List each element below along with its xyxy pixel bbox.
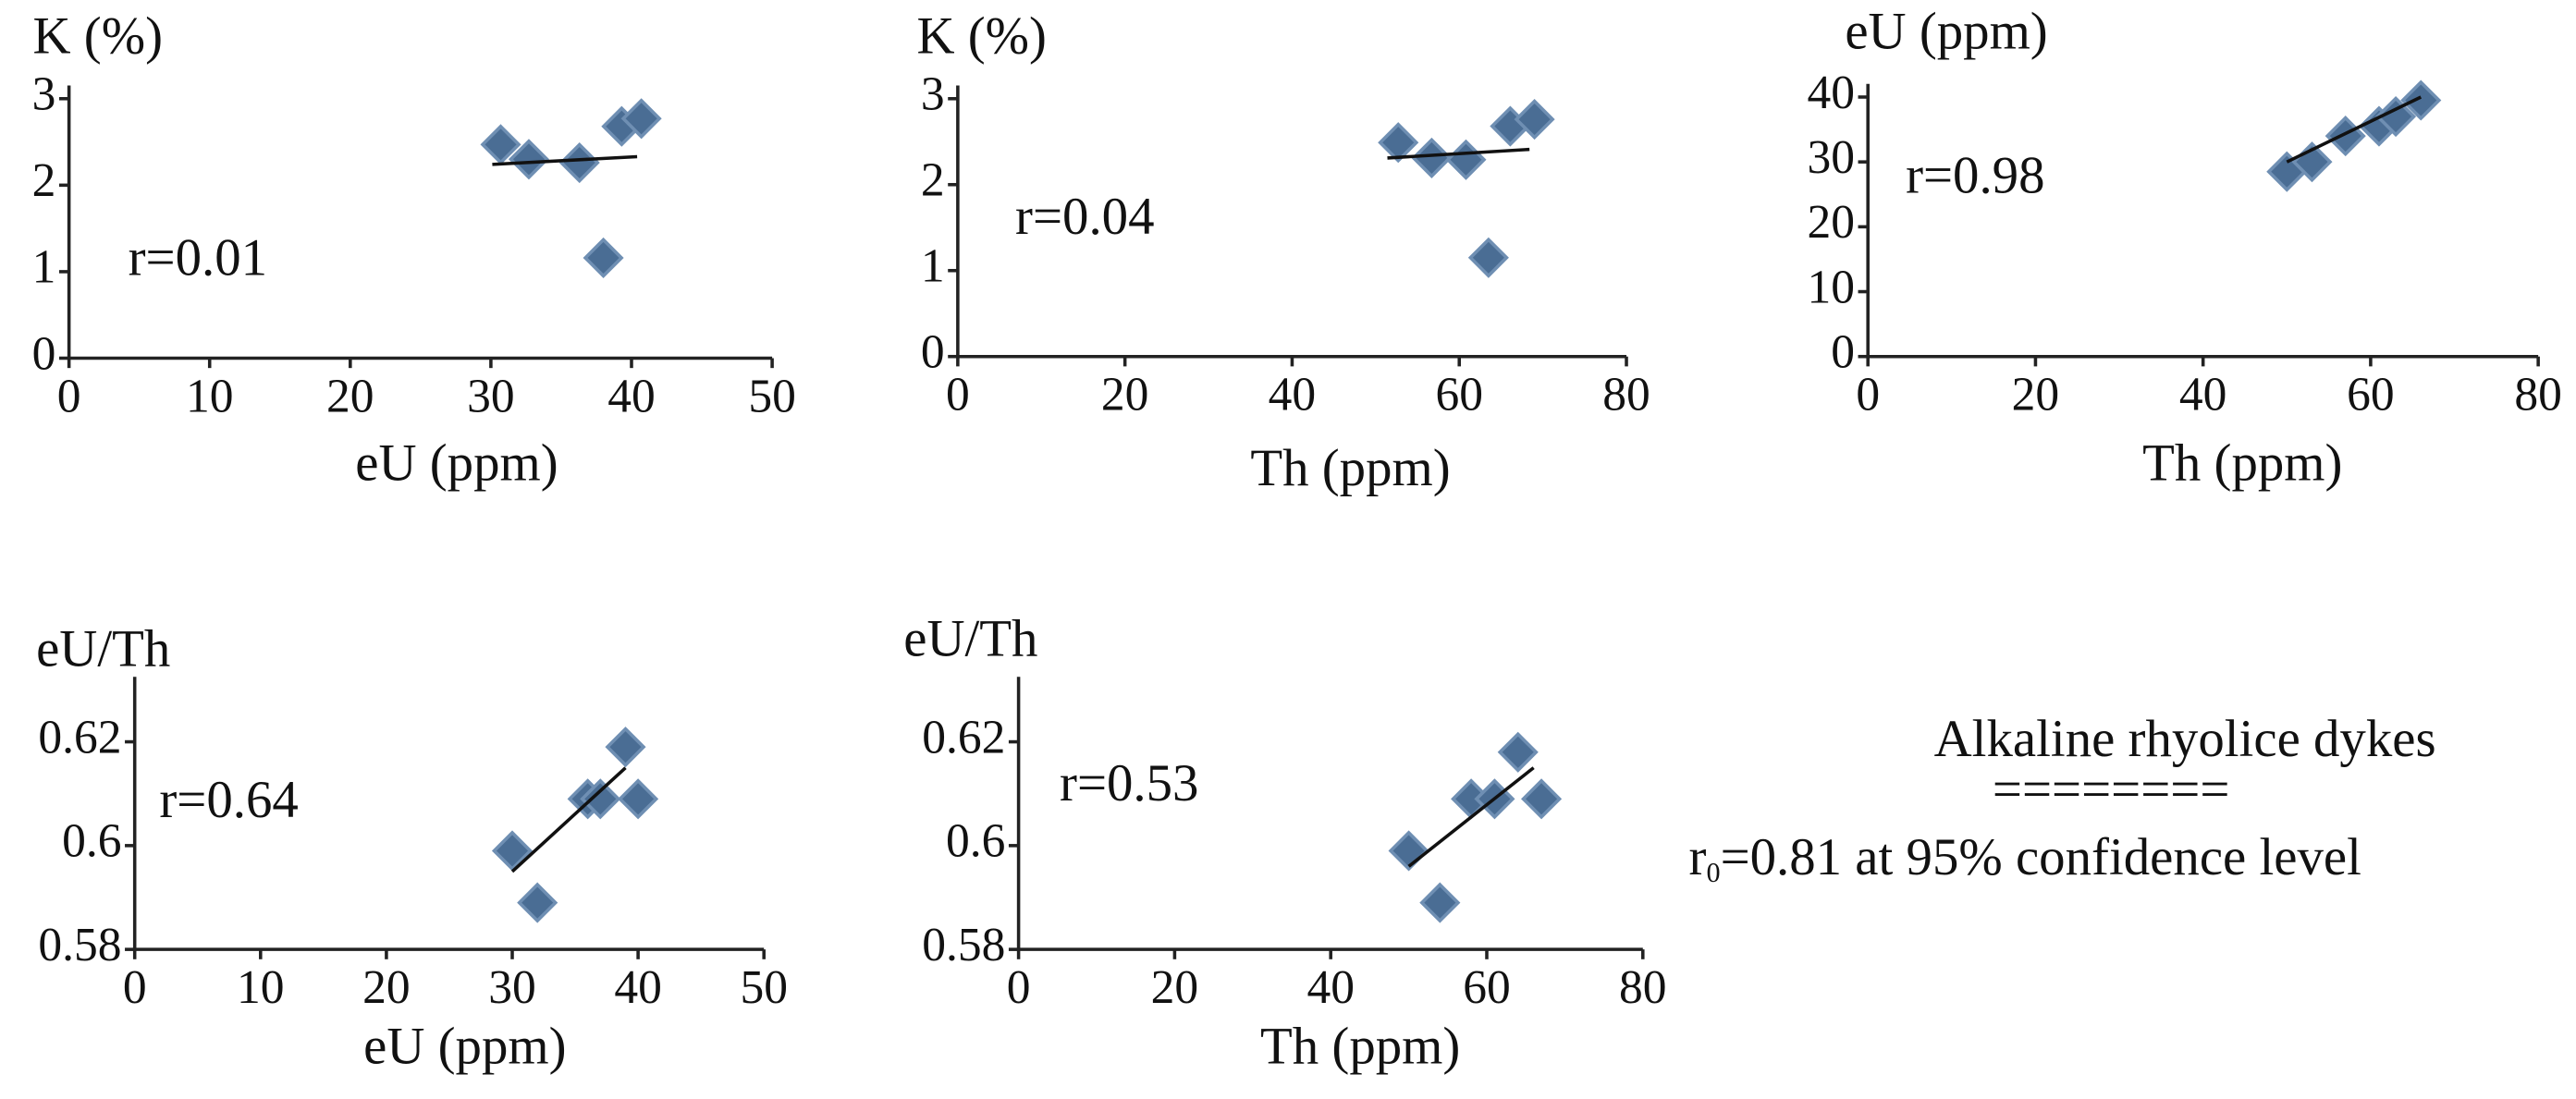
x-axis-label: Th (ppm)	[1250, 439, 1450, 497]
point	[1378, 122, 1419, 164]
x-tick-label: 60	[1463, 961, 1511, 1014]
point	[620, 98, 662, 140]
y-tick-label: 40	[1807, 67, 1855, 119]
y-tick-label: 2	[32, 154, 56, 207]
point	[583, 237, 624, 279]
x-tick-label: 60	[2347, 369, 2395, 421]
point	[1514, 99, 1555, 140]
x-tick-label: 10	[237, 961, 285, 1014]
y-tick-label: 0	[1831, 326, 1855, 379]
y-tick-label: 30	[1807, 131, 1855, 184]
x-tick-label: 40	[1269, 369, 1317, 421]
x-axis-label: Th (ppm)	[1260, 1017, 1460, 1075]
x-tick-label: 20	[1101, 369, 1149, 421]
y-tick-label: 1	[921, 240, 945, 293]
point	[1411, 137, 1453, 178]
x-tick-label: 30	[467, 371, 515, 423]
y-axis-label: K (%)	[916, 7, 1046, 66]
y-tick-label: 0.6	[62, 815, 121, 868]
x-tick-label: 0	[123, 961, 147, 1014]
point	[517, 882, 558, 923]
point	[580, 778, 621, 820]
x-tick-label: 40	[614, 961, 662, 1014]
y-tick-label: 0.58	[922, 919, 1005, 971]
x-tick-label: 40	[2179, 369, 2227, 421]
point	[491, 830, 534, 872]
y-tick-label: 3	[32, 68, 56, 121]
y-axis-label: eU/Th	[36, 619, 170, 678]
x-tick-label: 40	[607, 371, 656, 423]
x-tick-label: 40	[1306, 961, 1355, 1014]
y-tick-label: 0.58	[38, 919, 121, 971]
point	[2325, 116, 2366, 157]
y-axis-label: K (%)	[33, 7, 163, 66]
annotation: r=0.53	[1060, 754, 1198, 812]
y-tick-label: 20	[1807, 196, 1855, 249]
y-tick-label: 0.62	[922, 711, 1005, 763]
x-tick-label: 80	[1619, 961, 1667, 1014]
x-tick-label: 60	[1435, 369, 1483, 421]
trend-line	[1387, 147, 1530, 160]
x-axis-label: eU (ppm)	[355, 434, 558, 493]
point	[1445, 139, 1487, 180]
point	[1467, 237, 1509, 278]
trend-line	[1407, 766, 1535, 868]
y-tick-label: 0	[32, 327, 56, 380]
point	[1497, 731, 1539, 773]
x-tick-label: 30	[488, 961, 536, 1014]
point	[1521, 778, 1563, 820]
y-tick-label: 3	[921, 68, 945, 121]
x-tick-label: 50	[748, 371, 796, 423]
x-axis-label: Th (ppm)	[2142, 434, 2342, 493]
y-axis-label: eU/Th	[903, 610, 1037, 668]
y-tick-label: 1	[32, 241, 56, 294]
y-tick-label: 2	[921, 154, 945, 207]
x-tick-label: 20	[362, 961, 411, 1014]
annotation: r=0.04	[1015, 188, 1154, 246]
note-title: Alkaline rhyolice dykes	[1934, 710, 2436, 768]
x-tick-label: 0	[1007, 961, 1031, 1014]
point	[1388, 830, 1429, 872]
x-tick-label: 20	[2012, 369, 2060, 421]
trend-line	[2286, 95, 2423, 164]
point	[1419, 882, 1461, 923]
point	[508, 139, 550, 180]
y-axis-label: eU (ppm)	[1845, 2, 2047, 60]
note-subscript: 0	[1706, 857, 1720, 888]
x-tick-label: 20	[326, 371, 374, 423]
point	[618, 778, 659, 820]
note-confidence: r0=0.81 at 95% confidence level	[1689, 828, 2361, 888]
annotation: r=0.01	[129, 228, 267, 287]
note-divider: ========	[1993, 761, 2229, 819]
note-text: =0.81 at 95% confidence level	[1721, 828, 2361, 886]
x-tick-label: 0	[1856, 369, 1880, 421]
x-axis-label: eU (ppm)	[363, 1017, 566, 1075]
y-tick-label: 0	[921, 326, 945, 379]
x-tick-label: 20	[1151, 961, 1199, 1014]
point	[605, 727, 646, 768]
y-tick-label: 10	[1807, 261, 1855, 313]
x-tick-label: 0	[57, 371, 81, 423]
x-tick-label: 0	[946, 369, 970, 421]
point	[2375, 95, 2417, 138]
trend-line	[510, 766, 627, 873]
trend-line	[492, 154, 638, 166]
point	[2400, 79, 2442, 121]
annotation: r=0.98	[1906, 147, 2044, 205]
x-tick-label: 10	[186, 371, 234, 423]
y-tick-label: 0.62	[38, 711, 121, 763]
annotation: r=0.64	[159, 771, 298, 829]
x-tick-label: 80	[2514, 369, 2562, 421]
x-tick-label: 80	[1602, 369, 1650, 421]
y-tick-label: 0.6	[946, 815, 1005, 868]
note-prefix: r	[1689, 828, 1707, 886]
x-tick-label: 50	[740, 961, 788, 1014]
point	[558, 141, 600, 184]
